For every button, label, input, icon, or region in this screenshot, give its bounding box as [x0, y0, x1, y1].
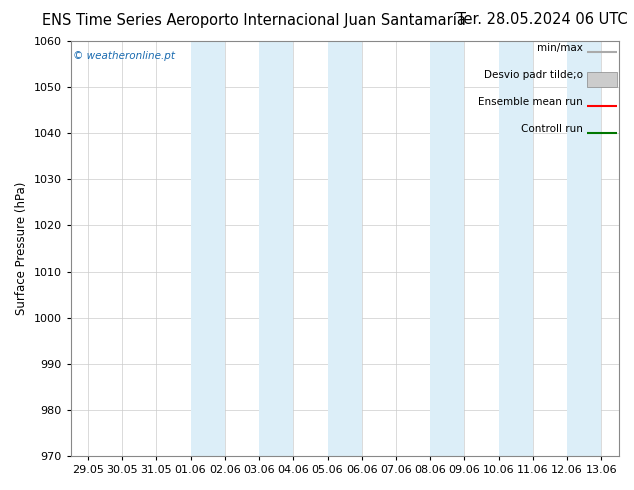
Bar: [328, 41, 362, 456]
Text: Ter. 28.05.2024 06 UTC: Ter. 28.05.2024 06 UTC: [457, 12, 628, 27]
Text: © weatheronline.pt: © weatheronline.pt: [74, 51, 176, 61]
Bar: [259, 41, 294, 456]
Text: min/max: min/max: [537, 43, 583, 53]
Bar: [587, 72, 618, 87]
Bar: [499, 41, 533, 456]
Text: Ensemble mean run: Ensemble mean run: [478, 97, 583, 107]
Text: Desvio padr tilde;o: Desvio padr tilde;o: [484, 70, 583, 80]
Text: Controll run: Controll run: [521, 124, 583, 134]
Bar: [191, 41, 225, 456]
Y-axis label: Surface Pressure (hPa): Surface Pressure (hPa): [15, 182, 28, 315]
Bar: [430, 41, 465, 456]
Text: ENS Time Series Aeroporto Internacional Juan Santamaría: ENS Time Series Aeroporto Internacional …: [42, 12, 465, 28]
Bar: [567, 41, 602, 456]
